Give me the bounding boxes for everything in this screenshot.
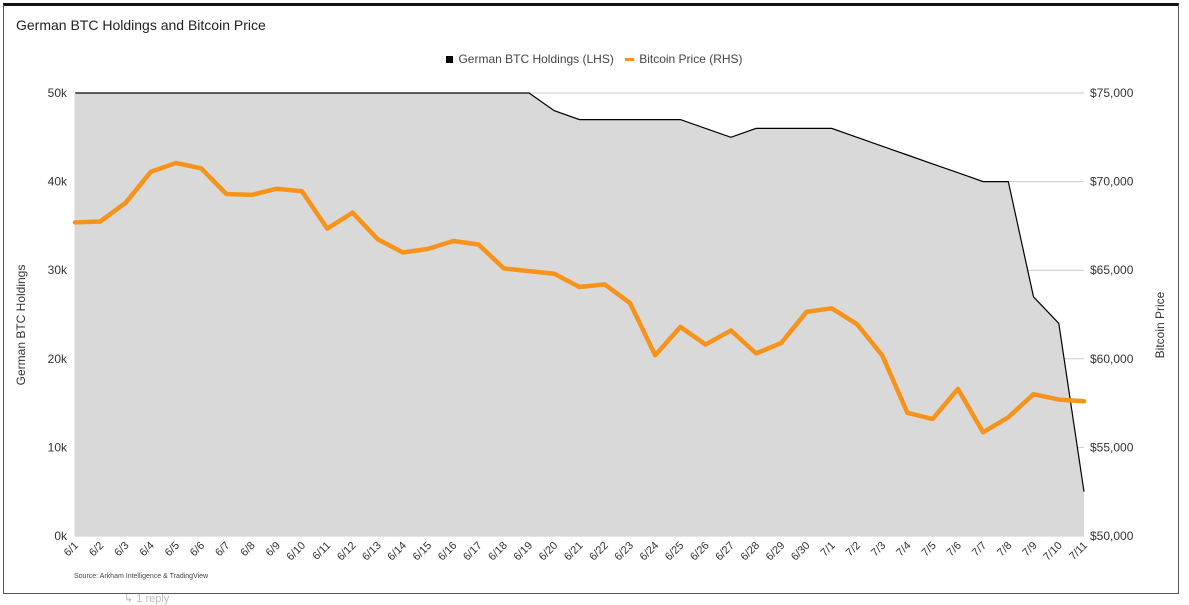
- x-tick-label: 6/11: [310, 540, 333, 563]
- left-tick-label: 0k: [54, 529, 68, 543]
- x-tick-label: 6/9: [264, 540, 283, 559]
- x-tick-label: 6/12: [335, 540, 359, 564]
- x-tick-label: 6/29: [764, 540, 788, 564]
- x-tick-label: 6/24: [638, 540, 662, 564]
- x-tick-label: 6/19: [512, 540, 536, 564]
- x-tick-label: 6/13: [360, 540, 384, 564]
- x-tick-label: 6/2: [87, 540, 106, 559]
- right-tick-label: $50,000: [1090, 529, 1134, 543]
- x-tick-label: 7/8: [995, 540, 1014, 559]
- reply-link[interactable]: ↳ 1 reply: [124, 592, 169, 605]
- x-tick-label: 7/11: [1067, 540, 1090, 563]
- left-tick-label: 20k: [48, 352, 68, 366]
- x-tick-label: 6/14: [385, 540, 409, 564]
- x-tick-label: 6/25: [663, 540, 687, 564]
- x-tick-label: 6/23: [612, 540, 636, 564]
- x-tick-label: 7/6: [945, 540, 964, 559]
- x-tick-label: 6/21: [562, 540, 586, 564]
- x-tick-label: 6/16: [436, 540, 460, 564]
- x-tick-label: 6/18: [486, 540, 510, 564]
- x-tick-label: 6/26: [688, 540, 712, 564]
- x-tick-label: 6/10: [285, 540, 309, 564]
- x-tick-label: 6/30: [789, 540, 813, 564]
- x-tick-label: 6/27: [713, 540, 737, 564]
- x-tick-label: 6/17: [461, 540, 485, 564]
- holdings-area: [75, 93, 1084, 536]
- x-tick-label: 6/5: [163, 540, 182, 559]
- x-tick-label: 6/20: [537, 540, 561, 564]
- right-tick-label: $65,000: [1090, 263, 1134, 277]
- x-tick-label: 6/22: [587, 540, 611, 564]
- left-tick-label: 30k: [48, 263, 68, 277]
- x-tick-label: 6/7: [213, 540, 232, 559]
- right-axis-ticks: $50,000 $55,000 $60,000 $65,000 $70,000 $75,0…: [1090, 86, 1134, 543]
- x-tick-label: 6/28: [739, 540, 763, 564]
- left-tick-label: 40k: [48, 175, 68, 189]
- left-tick-label: 10k: [48, 440, 68, 454]
- source-note: Source: Arkham Intelligence & TradingVie…: [74, 573, 208, 580]
- holdings-area-fill: [75, 93, 1084, 536]
- right-tick-label: $70,000: [1090, 175, 1134, 189]
- right-tick-label: $60,000: [1090, 352, 1134, 366]
- left-tick-label: 50k: [48, 86, 68, 100]
- right-tick-label: $75,000: [1090, 86, 1134, 100]
- x-tick-label: 6/4: [137, 540, 156, 559]
- x-tick-label: 6/6: [188, 540, 207, 559]
- x-tick-label: 6/8: [238, 540, 257, 559]
- right-tick-label: $55,000: [1090, 440, 1134, 454]
- x-tick-label: 7/9: [1020, 540, 1039, 559]
- x-tick-label: 6/15: [411, 540, 435, 564]
- x-tick-label: 7/7: [970, 540, 989, 559]
- x-tick-label: 7/5: [919, 540, 938, 559]
- left-axis-ticks: 0k 10k 20k 30k 40k 50k: [48, 86, 68, 543]
- x-tick-label: 7/3: [869, 540, 888, 559]
- x-tick-label: 7/10: [1041, 540, 1065, 564]
- x-tick-label: 6/3: [112, 540, 131, 559]
- x-tick-label: 7/4: [894, 540, 913, 559]
- x-tick-label: 7/2: [844, 540, 863, 559]
- x-tick-label: 7/1: [819, 540, 838, 559]
